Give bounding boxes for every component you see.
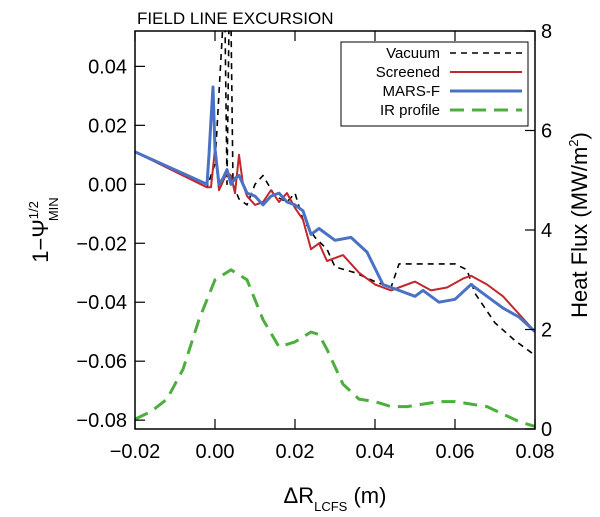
y-tick-label: −0.06 <box>76 351 127 373</box>
y2-tick-label: 0 <box>541 419 552 441</box>
ticks-layer: −0.02 0.00 0.02 0.04 0.06 0.08 0.04 0.02 0.00 −0.… <box>76 21 554 463</box>
x-axis-label-unit: (m) <box>347 483 386 508</box>
right-axis-label-superscript: 2 <box>566 139 581 146</box>
series-line-ir-profile <box>135 268 535 428</box>
x-tick-label: 0.08 <box>516 441 555 463</box>
right-axis-label-text: Heat Flux (MW/m <box>567 147 592 318</box>
y2-tick-label: 6 <box>541 121 552 143</box>
x-axis-label-base: ΔR <box>284 483 315 508</box>
y-tick-label: 0.02 <box>88 115 127 137</box>
legend-label-ir-profile: IR profile <box>380 102 440 119</box>
x-tick-label: 0.04 <box>356 441 395 463</box>
x-tick-label: 0.02 <box>276 441 315 463</box>
y-tick-label: 0.00 <box>88 174 127 196</box>
legend-label-vacuum: Vacuum <box>386 45 440 62</box>
legend-label-screened: Screened <box>376 64 440 81</box>
x-tick-label: −0.02 <box>110 441 161 463</box>
legend-box <box>340 41 529 127</box>
series-line-mars-f <box>135 85 535 333</box>
y2-tick-label: 4 <box>541 220 552 242</box>
legend: Vacuum Screened MARS-F IR profile <box>340 41 529 127</box>
y2-tick-label: 2 <box>541 320 552 342</box>
y-axis-label-superscript: 1/2 <box>26 201 41 219</box>
y-tick-label: 0.04 <box>88 56 127 78</box>
y-tick-label: −0.02 <box>76 233 127 255</box>
x-tick-label: 0.06 <box>436 441 475 463</box>
x-axis-label: ΔRLCFS (m) <box>284 483 387 514</box>
right-axis-label-end: ) <box>567 132 592 139</box>
y-tick-label: −0.08 <box>76 410 127 432</box>
right-axis-label: Heat Flux (MW/m2) <box>566 132 592 318</box>
series-layer <box>135 31 535 428</box>
y-axis-label: 1−Ψ1/2 MIN <box>26 197 61 262</box>
legend-label-mars-f: MARS-F <box>383 83 441 100</box>
y-axis-label-base: 1−Ψ <box>28 219 53 262</box>
x-axis-label-subscript: LCFS <box>314 499 348 514</box>
chart-title: FIELD LINE EXCURSION <box>137 9 334 28</box>
y-axis-label-subscript: MIN <box>46 197 61 221</box>
y-tick-label: −0.04 <box>76 292 127 314</box>
x-tick-label: 0.00 <box>196 441 235 463</box>
y2-tick-label: 8 <box>541 21 552 43</box>
